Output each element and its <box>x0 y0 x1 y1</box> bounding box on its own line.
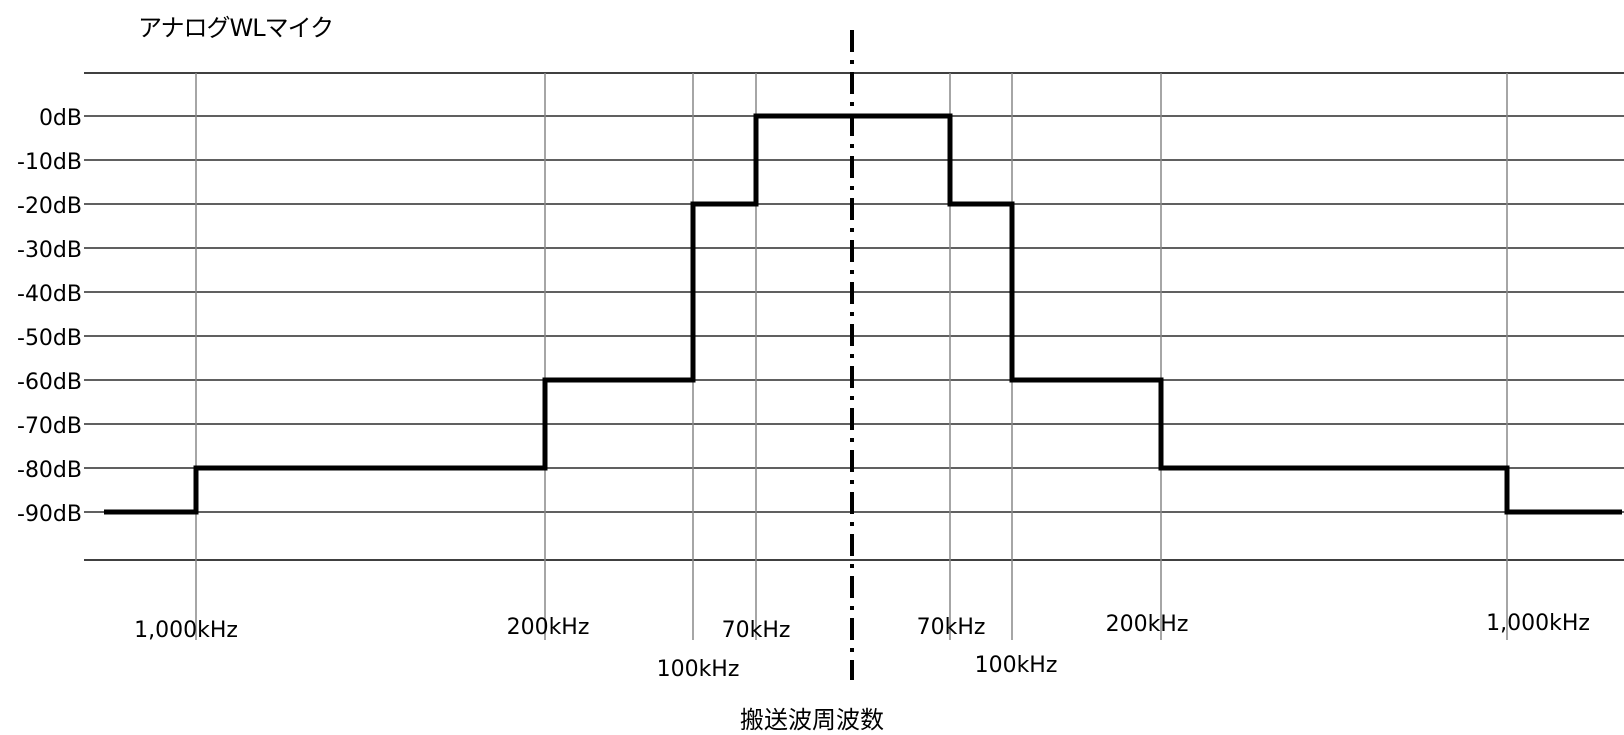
x-tick-label: 100kHz <box>975 653 1058 678</box>
y-tick-label: -30dB <box>17 238 82 263</box>
y-tick-label: -90dB <box>17 502 82 527</box>
x-tick-label: 70kHz <box>917 615 986 640</box>
x-tick-label: 200kHz <box>1106 612 1189 637</box>
y-tick-label: -50dB <box>17 326 82 351</box>
x-axis-label: 搬送波周波数 <box>740 706 884 734</box>
y-tick-label: -70dB <box>17 414 82 439</box>
x-tick-label: 1,000kHz <box>134 618 238 643</box>
y-tick-label: 0dB <box>39 106 82 131</box>
y-tick-label: -10dB <box>17 150 82 175</box>
y-tick-label: -60dB <box>17 370 82 395</box>
y-tick-labels: 0dB -10dB -20dB -30dB -40dB -50dB -60dB -70dB -8… <box>17 106 82 527</box>
x-tick-label: 100kHz <box>657 657 740 682</box>
x-tick-labels: 1,000kHz 200kHz 100kHz 70kHz 70kHz 100kHz 200k… <box>134 611 1590 682</box>
y-tick-label: -20dB <box>17 194 82 219</box>
x-tick-label: 200kHz <box>507 615 590 640</box>
y-tick-label: -40dB <box>17 282 82 307</box>
spectrum-mask-line <box>104 113 1622 515</box>
x-tick-label: 70kHz <box>722 618 791 643</box>
x-tick-label: 1,000kHz <box>1486 611 1590 636</box>
chart-title: アナログWLマイク <box>138 14 334 42</box>
y-tick-label: -80dB <box>17 458 82 483</box>
